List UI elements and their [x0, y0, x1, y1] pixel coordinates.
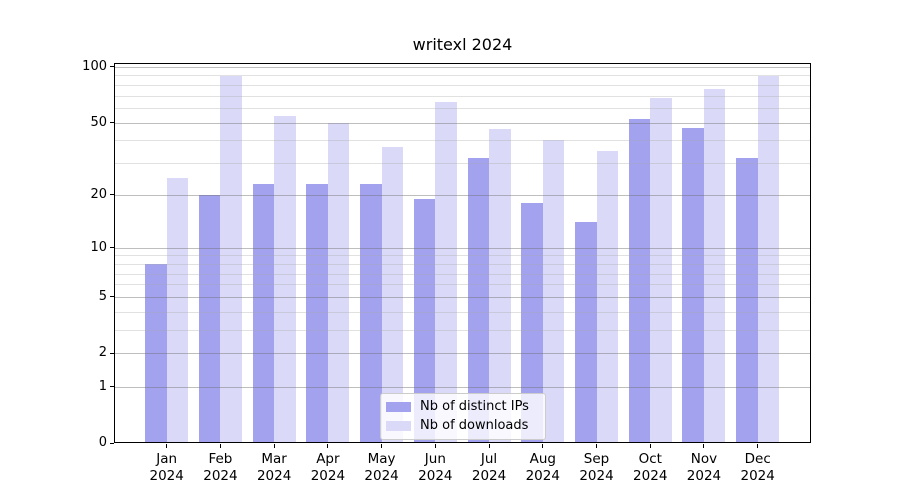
x-tick-label: Nov 2024 [686, 451, 722, 484]
y-tick-mark [110, 442, 114, 444]
gridline-minor [114, 255, 811, 257]
x-tick-label: Jun 2024 [418, 451, 453, 484]
bar-downloads [650, 97, 672, 443]
bar-downloads [435, 101, 457, 443]
gridline-minor [114, 163, 811, 165]
y-tick-mark [110, 66, 114, 68]
bar-downloads [703, 89, 726, 443]
bar-downloads [757, 76, 780, 443]
chart-title: writexl 2024 [412, 35, 513, 54]
gridline-minor [114, 75, 811, 77]
x-tick-mark [327, 444, 329, 448]
legend-label-distinct-ips: Nb of distinct IPs [420, 399, 529, 414]
x-tick-mark [703, 444, 705, 448]
y-tick-label: 20 [90, 186, 107, 202]
x-tick-mark [596, 444, 598, 448]
gridline-major [114, 353, 811, 355]
y-tick-mark [110, 386, 114, 388]
legend-swatch-downloads-icon [386, 421, 411, 431]
bar-distinct_ips [682, 127, 704, 443]
bar-distinct_ips [360, 184, 382, 443]
x-tick-label: Jan 2024 [149, 451, 184, 484]
x-tick-label: Dec 2024 [740, 451, 775, 484]
y-tick-mark [110, 352, 114, 354]
gridline-minor [114, 108, 811, 110]
bar-distinct_ips [736, 158, 758, 443]
bar-distinct_ips [467, 158, 490, 443]
y-tick-label: 5 [98, 288, 107, 304]
bar-distinct_ips [575, 222, 597, 443]
x-tick-mark [219, 444, 221, 448]
gridline-minor [114, 95, 811, 97]
gridline-minor [114, 284, 811, 286]
bar-downloads [274, 116, 296, 443]
x-tick-mark [542, 444, 544, 448]
x-tick-label: Mar 2024 [256, 451, 292, 484]
gridline-major [114, 122, 811, 124]
x-tick-mark [381, 444, 383, 448]
y-tick-label: 0 [98, 435, 107, 450]
x-tick-mark [166, 444, 168, 448]
bar-distinct_ips [145, 263, 167, 443]
legend-swatch-distinct-ips-icon [386, 402, 411, 412]
gridline-minor [114, 263, 811, 265]
gridline-minor [114, 330, 811, 332]
x-tick-mark [488, 444, 490, 448]
gridline-major [114, 386, 811, 388]
bar-downloads [220, 76, 242, 443]
bar-distinct_ips [628, 119, 651, 443]
x-tick-label: Jul 2024 [471, 451, 507, 484]
bar-distinct_ips [252, 184, 275, 443]
x-tick-label: Oct 2024 [633, 451, 668, 484]
gridline-major [114, 66, 811, 68]
bar-downloads [166, 177, 189, 443]
y-tick-mark [110, 194, 114, 196]
gridline-minor [114, 273, 811, 275]
x-tick-label: May 2024 [364, 451, 399, 484]
x-tick-mark [649, 444, 651, 448]
gridline-minor [114, 140, 811, 142]
bar-distinct_ips [198, 194, 221, 443]
x-tick-mark [273, 444, 275, 448]
x-tick-mark [434, 444, 436, 448]
x-tick-label: Apr 2024 [310, 451, 346, 484]
x-tick-label: Sep 2024 [579, 451, 614, 484]
legend-label-downloads: Nb of downloads [420, 418, 529, 433]
bar-downloads [327, 122, 350, 443]
bar-downloads [381, 146, 404, 443]
y-tick-mark [110, 296, 114, 298]
y-tick-mark [110, 122, 114, 124]
x-tick-label: Aug 2024 [525, 451, 560, 484]
y-tick-label: 2 [98, 345, 107, 361]
x-tick-label: Feb 2024 [203, 451, 238, 484]
y-tick-label: 100 [82, 58, 107, 74]
y-tick-label: 10 [90, 239, 107, 255]
legend: Nb of distinct IPs Nb of downloads [380, 393, 546, 440]
bar-downloads [596, 150, 619, 443]
gridline-minor [114, 84, 811, 86]
gridline-minor [114, 311, 811, 313]
x-tick-mark [757, 444, 759, 448]
y-tick-mark [110, 247, 114, 249]
bar-downloads [489, 129, 511, 443]
bar-distinct_ips [521, 203, 543, 443]
gridline-major [114, 194, 811, 196]
y-tick-label: 1 [98, 378, 107, 394]
legend-item-downloads: Nb of downloads [386, 417, 539, 435]
bar-distinct_ips [306, 184, 328, 443]
bar-downloads [542, 140, 565, 443]
legend-item-distinct-ips: Nb of distinct IPs [386, 398, 539, 416]
bar-distinct_ips [413, 198, 436, 443]
gridline-major [114, 247, 811, 249]
y-tick-label: 50 [90, 114, 107, 130]
gridline-major [114, 296, 811, 298]
